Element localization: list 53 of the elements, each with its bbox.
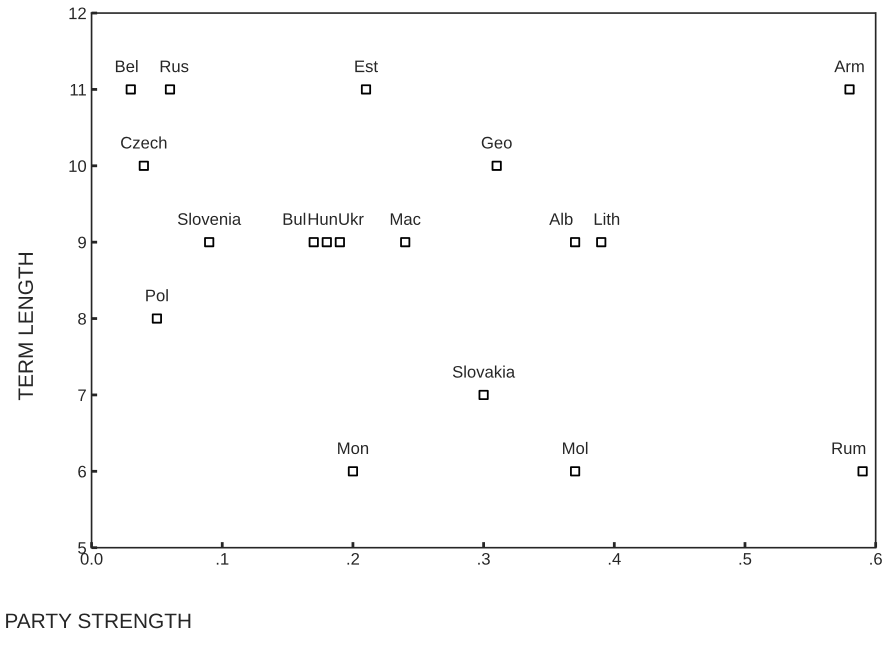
annotation: Bul <box>284 212 306 225</box>
y-tick-label: 8 <box>78 312 86 325</box>
y-tick-label: 7 <box>78 390 86 401</box>
x-tick-label: .6 <box>870 552 882 565</box>
x-tick-label: .1 <box>216 553 228 565</box>
point <box>570 466 580 476</box>
annotation: Bel <box>116 60 138 72</box>
x-tick-label: .2 <box>348 552 360 565</box>
x-tick-label: .3 <box>478 552 490 565</box>
y-axis-title: TERM LENGTH <box>18 253 34 400</box>
point <box>322 237 332 248</box>
annotation: Slovakia <box>452 366 516 378</box>
annotation: Slovenia <box>178 212 242 225</box>
x-axis-title: PARTY STRENGTH <box>6 614 190 628</box>
annotation: Geo <box>482 136 512 149</box>
annotation: Mol <box>563 442 588 454</box>
annotation: Rus <box>160 60 188 72</box>
y-tick-label: 9 <box>78 236 86 248</box>
annotation: Mac <box>390 213 421 225</box>
annotation: Est <box>355 60 378 72</box>
annotation: Mon <box>338 442 368 454</box>
y-tick-label: 10 <box>69 160 86 172</box>
annotation: Pol <box>146 289 168 302</box>
point <box>400 237 410 248</box>
point <box>126 84 136 94</box>
y-tick-label: 6 <box>78 466 86 478</box>
point <box>478 390 489 400</box>
point <box>334 237 345 248</box>
point <box>596 237 606 248</box>
y-tick-label: 12 <box>69 7 86 20</box>
annotation: Ukr <box>339 212 364 225</box>
y-tick-label: 5 <box>78 542 86 554</box>
x-tick-label: 0.0 <box>80 552 102 565</box>
point <box>844 84 855 94</box>
point <box>348 466 358 476</box>
x-tick-label: .5 <box>740 553 752 565</box>
point <box>138 160 149 171</box>
x-tick-label: .4 <box>608 553 621 565</box>
point <box>858 466 868 476</box>
annotation: Lith <box>594 212 620 225</box>
point <box>152 313 162 324</box>
annotation: Rum <box>832 442 866 454</box>
point <box>570 237 580 248</box>
annotation: Alb <box>549 212 573 225</box>
point <box>360 84 372 94</box>
annotation: Hun <box>308 213 337 225</box>
point <box>164 84 176 94</box>
point <box>204 237 214 248</box>
annotation: Czech <box>121 136 166 149</box>
point <box>308 237 319 248</box>
annotation: Arm <box>834 60 864 72</box>
point <box>492 160 502 171</box>
y-tick-label: 11 <box>70 84 86 96</box>
